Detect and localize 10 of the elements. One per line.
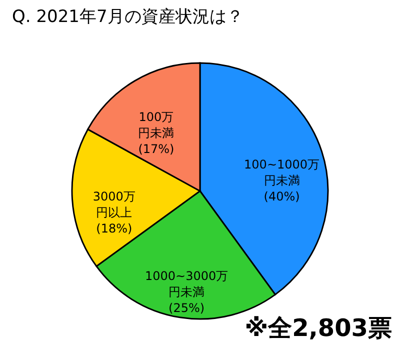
data-label: (40%) [264,189,300,204]
slice-label: 3000万円以上 [92,189,136,220]
data-label: (25%) [168,300,205,315]
slice-label: 100~1000万円未満 [244,157,320,188]
text: ※全2,803票 [244,313,392,344]
chart-title: Q. 2021年7月の資産状況は？ [12,7,244,27]
data-label: (18%) [96,221,132,236]
slice-label: 1000~3000万円未満 [144,268,228,299]
data-label: (17%) [138,142,174,156]
slice-label: 100万円未満 [138,110,174,140]
